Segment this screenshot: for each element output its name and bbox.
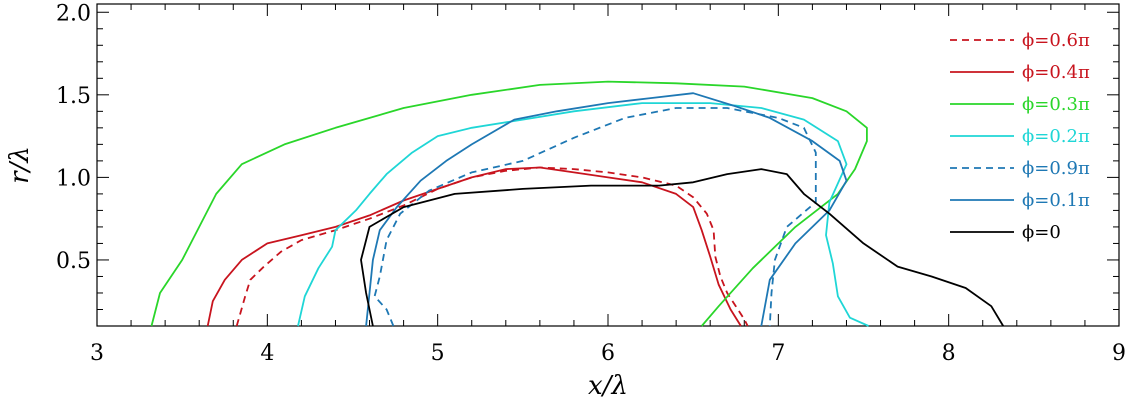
x-tick-label: 4 xyxy=(260,341,274,366)
series-line-4 xyxy=(297,102,869,327)
x-tick-label: 5 xyxy=(431,341,445,366)
tick-labels: 3 4 5 6 7 8 9 0.5 1.0 1.5 2.0 xyxy=(56,1,1126,366)
series-line-5 xyxy=(373,107,817,327)
y-tick-label: 1.5 xyxy=(56,84,91,109)
series-line-3 xyxy=(150,80,868,327)
x-tick-label: 6 xyxy=(601,341,615,366)
y-tick-label: 1.0 xyxy=(56,166,91,191)
y-tick-label: 0.5 xyxy=(56,249,91,274)
legend-label-5: ϕ=0.9π xyxy=(1022,158,1090,179)
series-line-2 xyxy=(206,166,742,327)
series-line-1 xyxy=(235,166,749,327)
series-line-7 xyxy=(360,168,1004,327)
x-tick-label: 9 xyxy=(1112,341,1126,366)
legend-label-2: ϕ=0.4π xyxy=(1022,62,1090,83)
legend-label-7: ϕ=0 xyxy=(1022,222,1061,243)
legend-label-1: ϕ=0.6π xyxy=(1022,30,1090,51)
y-axis-label: r/λ xyxy=(5,146,35,184)
y-tick-label: 2.0 xyxy=(56,1,91,26)
plot-frame xyxy=(96,3,1120,327)
legend: ϕ=0.6π ϕ=0.4π ϕ=0.3π ϕ=0.2π ϕ=0.9π ϕ=0.1π ϕ=0 xyxy=(950,30,1090,243)
x-tick-label: 7 xyxy=(771,341,785,366)
series-line-6 xyxy=(365,92,848,327)
legend-label-6: ϕ=0.1π xyxy=(1022,190,1090,211)
legend-label-4: ϕ=0.2π xyxy=(1022,126,1090,147)
legend-label-3: ϕ=0.3π xyxy=(1022,94,1090,115)
axis-ticks xyxy=(96,4,1120,326)
x-axis-label: x/λ xyxy=(588,371,628,401)
series-lines xyxy=(150,80,1004,327)
x-tick-label: 8 xyxy=(942,341,956,366)
x-tick-label: 3 xyxy=(90,341,104,366)
